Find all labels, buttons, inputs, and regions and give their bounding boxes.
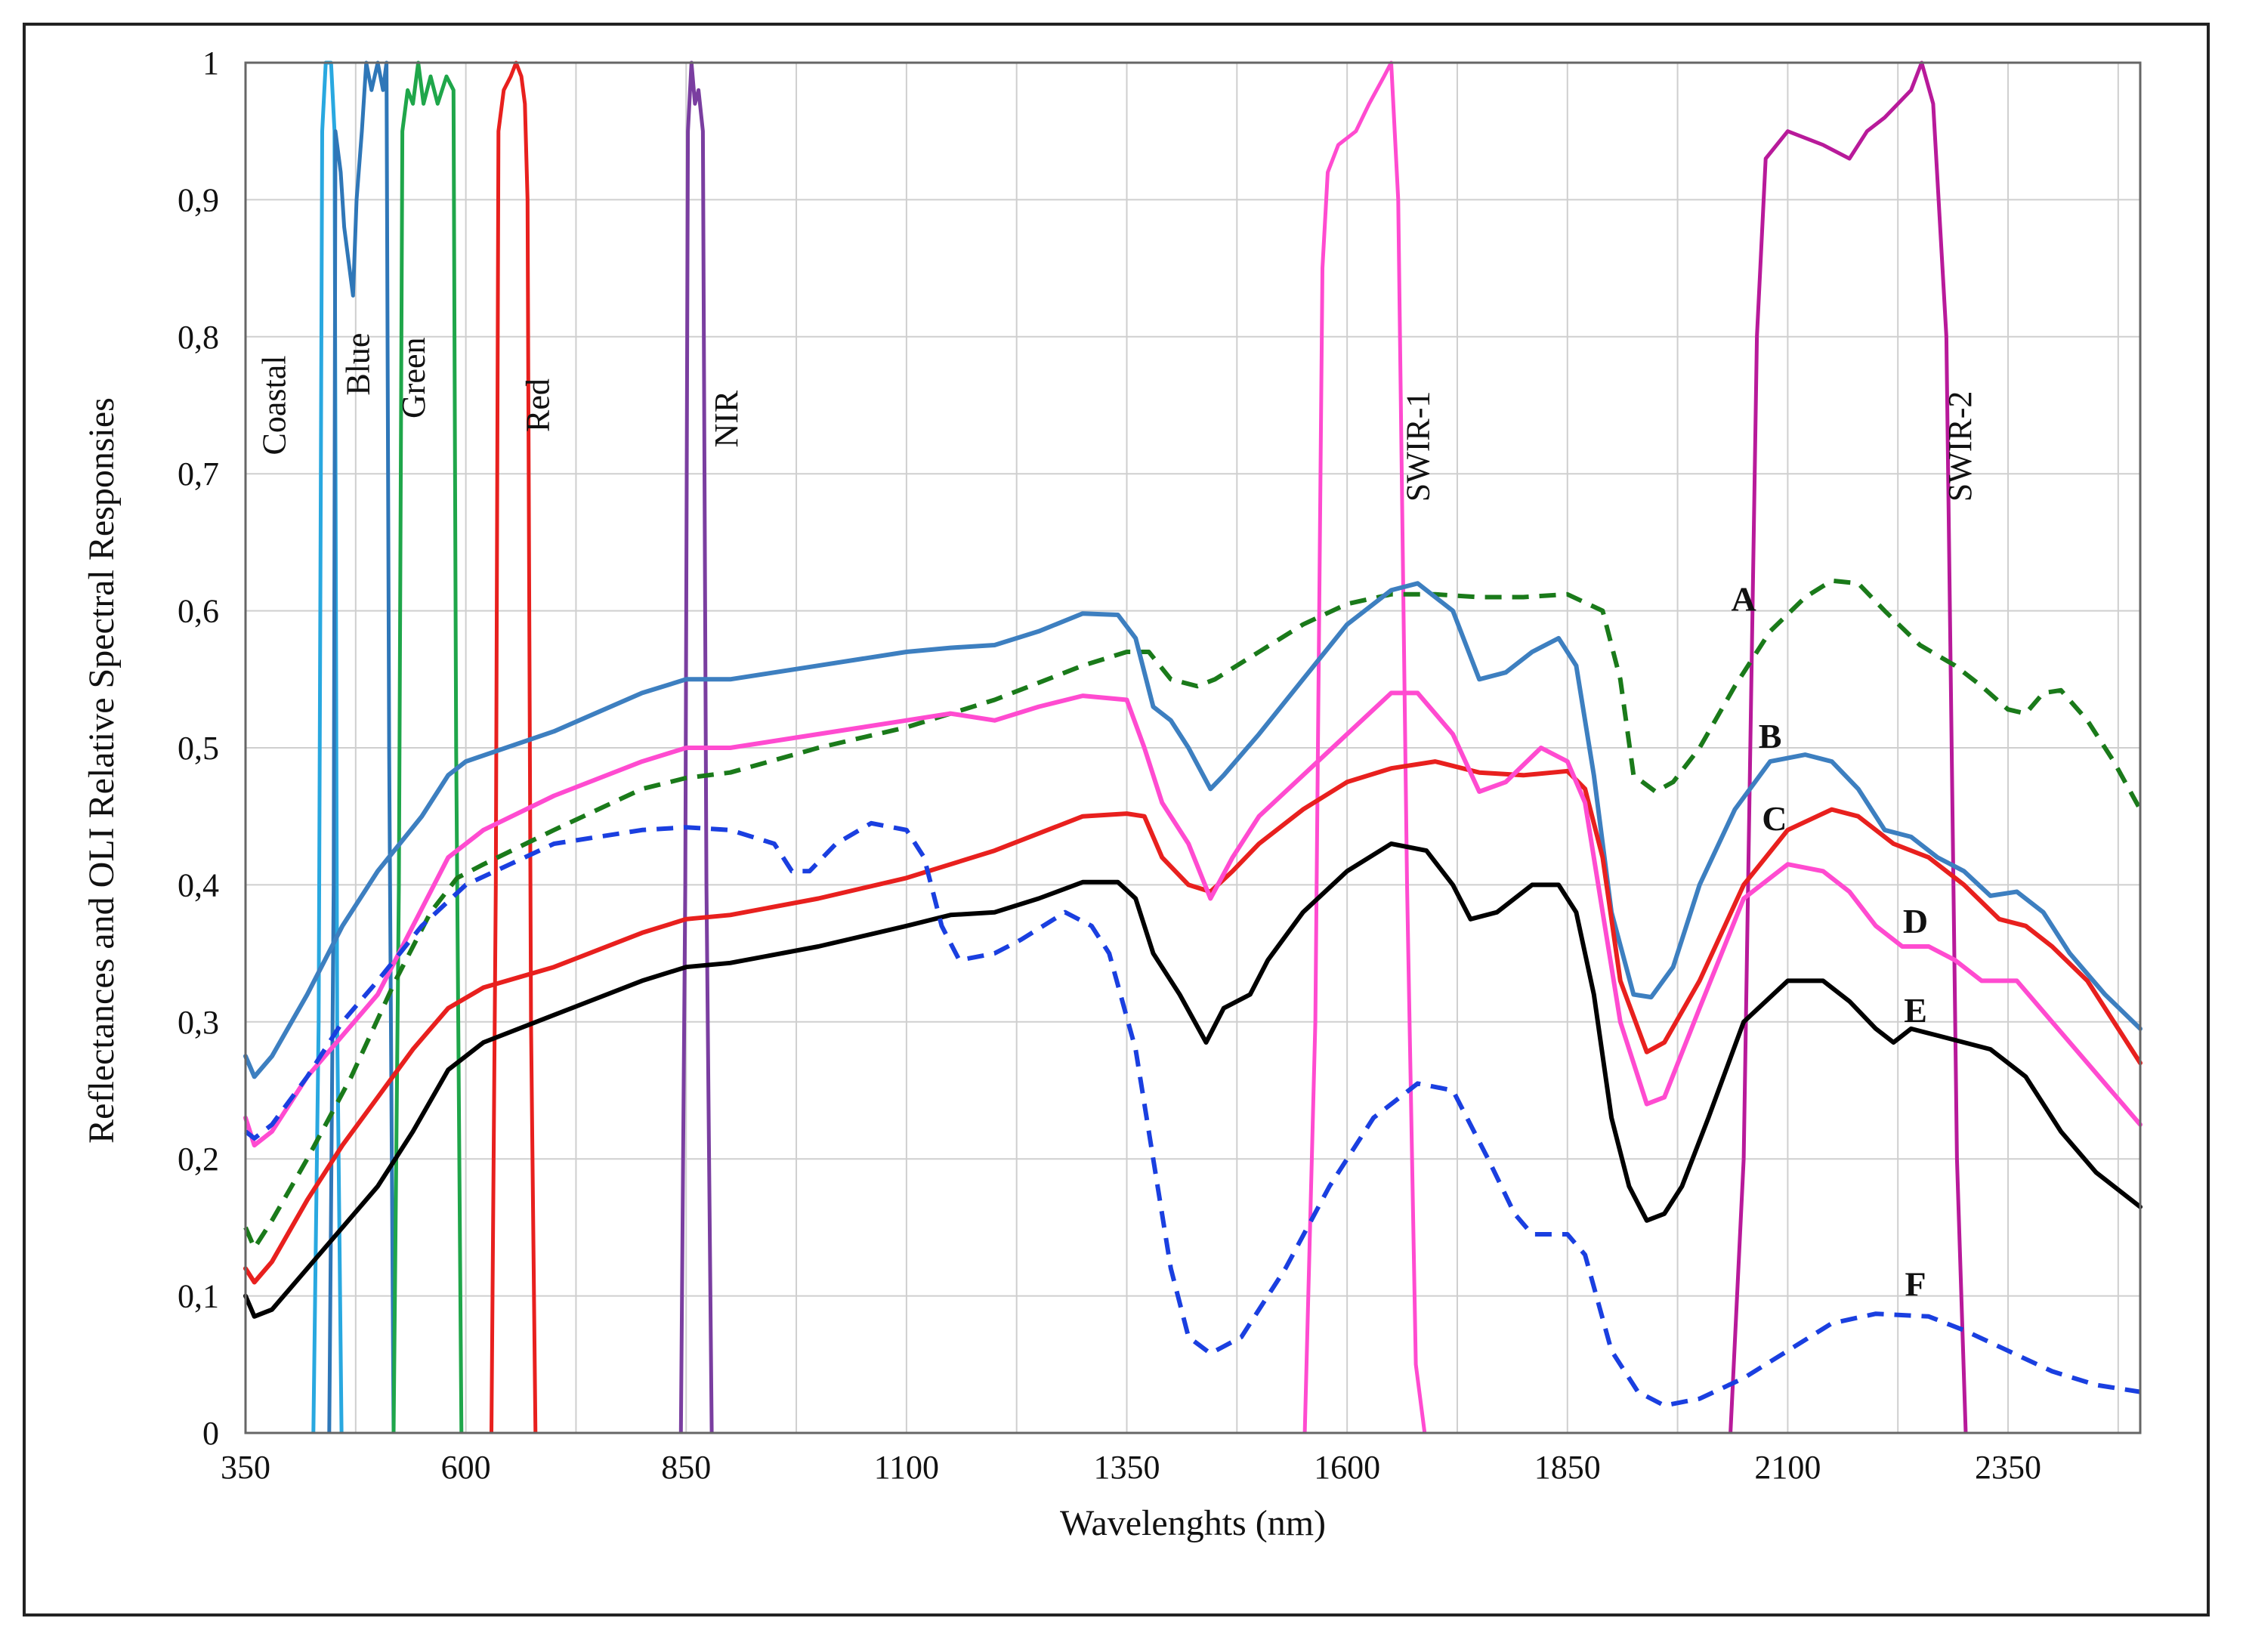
series-b-label: B [1759,717,1782,755]
band-swir-2-label: SWIR-2 [1942,391,1979,502]
band-blue-curve [327,60,396,1434]
plot-border [244,61,2142,1434]
y-tick-label: 0,8 [178,319,219,356]
series-b-line [243,581,2143,1079]
band-swir-2-curve [1729,60,1968,1434]
series-d-label: D [1903,902,1928,940]
x-tick-label: 350 [221,1449,270,1486]
band-green-curve [391,60,464,1434]
y-tick-label: 0,4 [178,866,219,903]
band-red-label: Red [519,378,556,432]
y-tick-label: 0,3 [178,1004,219,1041]
x-tick-label: 1600 [1314,1449,1380,1486]
reflectance-series [243,578,2143,1408]
y-tick-label: 1 [202,45,219,82]
x-tick-label: 2100 [1754,1449,1821,1486]
x-tick-label: 1100 [874,1449,939,1486]
series-e-label: E [1904,991,1927,1030]
series-f-label: F [1905,1265,1926,1304]
band-green-label: Green [395,337,432,418]
series-a-label: A [1731,580,1756,619]
y-axis-label: Reflectances and OLI Relative Spectral R… [82,397,122,1144]
oli-bands: Coastal Blue Green Red NIR SWIR-1 SWIR-2 [255,60,1979,1434]
x-tick-label: 600 [441,1449,491,1486]
series-c-label: C [1762,799,1787,838]
band-coastal-label: Coastal [255,356,292,455]
band-swir-1-curve [1302,60,1427,1434]
band-swir-1-label: SWIR-1 [1400,391,1437,502]
y-tick-label: 0 [202,1415,219,1452]
series-f-line [244,820,2141,1408]
y-tick-label: 0,9 [178,181,219,218]
series-a-line [243,578,2143,1251]
y-tick-label: 0,2 [178,1141,219,1178]
x-axis-label: Wavelenghts (nm) [1060,1503,1326,1543]
series-e-line [243,841,2143,1319]
y-tick-label: 0,7 [178,455,219,493]
x-tick-label: 850 [661,1449,711,1486]
y-tick-label: 0,5 [178,730,219,767]
band-blue-label: Blue [339,333,376,396]
x-tick-label: 1850 [1534,1449,1601,1486]
curve-labels: A B C D E F [1731,580,1928,1304]
y-tick-label: 0,1 [178,1278,219,1315]
series-c-line [243,759,2143,1285]
band-nir-label: NIR [708,390,745,447]
x-tick-label: 2350 [1975,1449,2041,1486]
band-nir-curve [678,60,714,1434]
y-tick-label: 0,6 [178,593,219,630]
series-d-line [243,690,2143,1148]
x-tick-label: 1350 [1094,1449,1160,1486]
